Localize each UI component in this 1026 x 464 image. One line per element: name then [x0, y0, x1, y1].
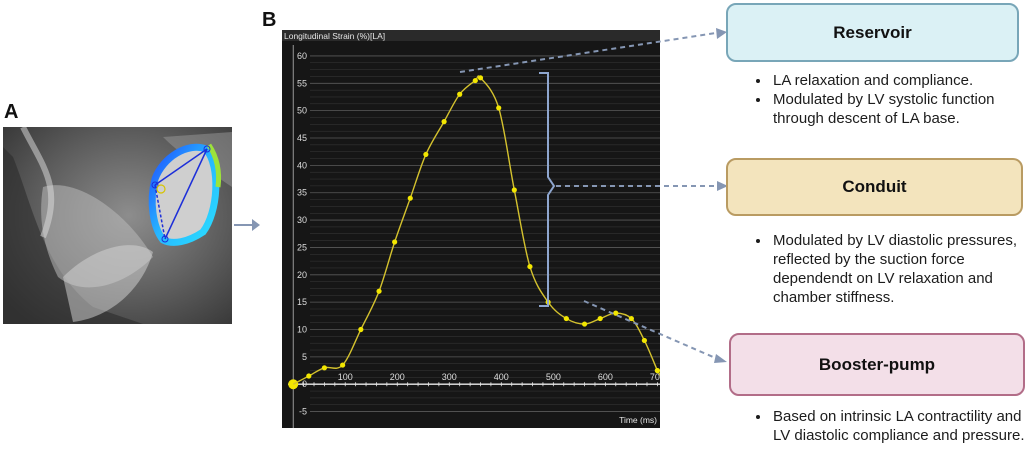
x-tick-label: 500	[546, 372, 561, 382]
arrowhead-booster	[714, 354, 727, 363]
data-point	[527, 263, 533, 270]
booster-pump-title: Booster-pump	[818, 354, 936, 374]
arrow-icon	[234, 219, 260, 231]
data-point	[441, 119, 447, 125]
y-tick-label: 50	[297, 106, 307, 116]
strain-chart: Longitudinal Strain (%)[LA] Time (ms) -5…	[282, 30, 660, 428]
panel-label-a: A	[4, 101, 19, 123]
chart-title: Longitudinal Strain (%)[LA]	[284, 31, 385, 41]
conduit-bullets: Modulated by LV diastolic pressures, ref…	[753, 231, 1026, 307]
data-point	[597, 315, 603, 322]
x-tick-label: 300	[442, 372, 457, 382]
bullet-item: Modulated by LV diastolic pressures, ref…	[771, 231, 1026, 307]
reservoir-box: Reservoir	[726, 3, 1019, 62]
x-tick-label: 700	[650, 372, 660, 382]
data-point	[358, 326, 364, 333]
y-tick-label: 45	[297, 133, 307, 143]
mri-image	[3, 127, 232, 324]
booster-pump-bullets: Based on intrinsic LA contractility and …	[753, 407, 1026, 445]
data-point	[340, 362, 346, 368]
y-tick-label: 60	[297, 51, 307, 61]
y-tick-label: 15	[297, 297, 307, 307]
data-point	[628, 315, 634, 322]
data-point	[477, 75, 484, 81]
y-tick-label: 25	[297, 242, 307, 252]
data-point	[423, 151, 429, 158]
x-tick-label: 200	[390, 372, 405, 382]
data-point	[563, 315, 569, 322]
data-point	[641, 337, 647, 344]
data-point	[472, 77, 478, 84]
y-tick-label: 20	[297, 270, 307, 280]
y-tick-label: 5	[302, 352, 307, 362]
data-point	[392, 239, 398, 245]
y-tick-label: 10	[297, 325, 307, 335]
bracket	[539, 72, 556, 307]
data-point	[376, 288, 382, 294]
data-point	[306, 373, 312, 379]
reservoir-title: Reservoir	[833, 22, 912, 42]
data-point	[457, 91, 463, 97]
data-point	[496, 105, 502, 111]
x-tick-label: 600	[598, 372, 613, 382]
x-tick-label: 100	[338, 372, 353, 382]
y-tick-label: -5	[299, 407, 307, 417]
y-tick-label: 40	[297, 160, 307, 170]
conduit-box: Conduit	[726, 158, 1023, 216]
conduit-title: Conduit	[842, 177, 907, 196]
bullet-item: Modulated by LV systolic function throug…	[771, 90, 1011, 128]
origin-point	[288, 379, 299, 390]
bullet-item: Based on intrinsic LA contractility and …	[771, 407, 1026, 445]
data-point	[321, 365, 328, 371]
booster-pump-box: Booster-pump	[729, 333, 1025, 396]
y-tick-label: 35	[297, 188, 307, 198]
data-point	[581, 321, 588, 327]
y-tick-label: 30	[297, 215, 307, 225]
x-tick-label: 400	[494, 372, 509, 382]
y-tick-label: 0	[302, 379, 307, 389]
panel-label-b: B	[262, 9, 277, 31]
reservoir-bullets: LA relaxation and compliance. Modulated …	[753, 71, 1011, 128]
data-point	[511, 187, 517, 193]
bullet-item: LA relaxation and compliance.	[771, 71, 1011, 90]
data-point	[654, 367, 660, 374]
y-tick-label: 55	[297, 78, 307, 88]
data-point	[407, 195, 413, 201]
x-axis-label: Time (ms)	[619, 415, 657, 425]
data-point	[613, 310, 619, 316]
